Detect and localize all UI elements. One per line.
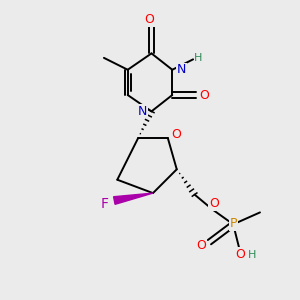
Text: O: O — [196, 238, 206, 252]
Text: P: P — [230, 217, 238, 230]
Text: H: H — [248, 250, 256, 260]
Text: N: N — [138, 105, 147, 118]
Text: O: O — [200, 88, 209, 101]
Text: O: O — [209, 197, 219, 210]
Polygon shape — [114, 193, 153, 204]
Text: H: H — [194, 53, 202, 63]
Text: F: F — [101, 196, 109, 211]
Text: O: O — [171, 128, 181, 141]
Text: O: O — [236, 248, 246, 261]
Text: N: N — [176, 63, 186, 76]
Text: O: O — [144, 13, 154, 26]
